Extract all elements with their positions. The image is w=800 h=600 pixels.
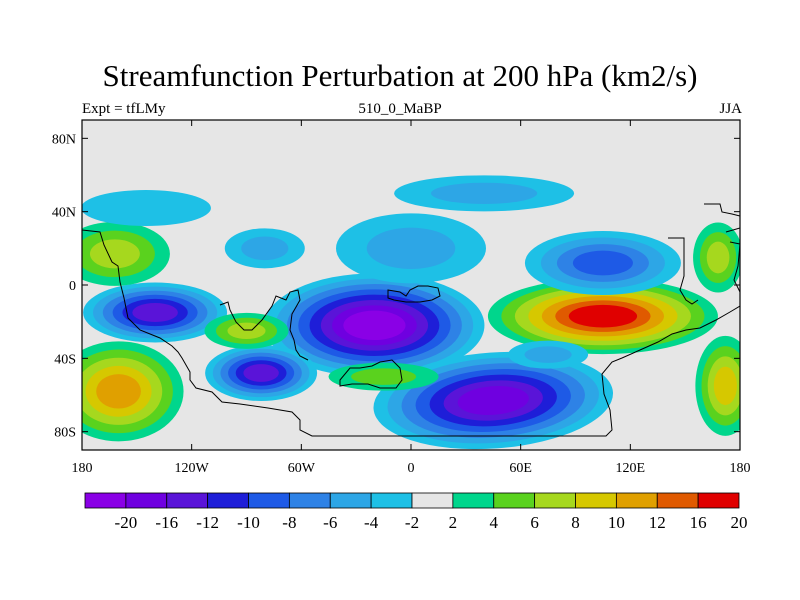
colorbar-swatch-10 bbox=[493, 492, 536, 509]
coastline-eurasia bbox=[387, 285, 441, 303]
colorbar-label-7: -2 bbox=[405, 513, 419, 532]
x-tick-label-2: 60W bbox=[288, 461, 316, 476]
colorbar-swatch-2 bbox=[166, 492, 209, 509]
y-tick-label-3: 40S bbox=[54, 352, 76, 367]
contour-positive-6-4 bbox=[96, 374, 141, 409]
contour-negative-8-1 bbox=[366, 227, 456, 269]
colorbar-label-15: 20 bbox=[731, 513, 748, 532]
colorbar-swatch-9 bbox=[452, 492, 495, 509]
contour-positive-13-1 bbox=[351, 368, 417, 385]
colorbar-swatch-14 bbox=[656, 492, 699, 509]
colorbar-label-13: 12 bbox=[649, 513, 666, 532]
contour-negative-5-5 bbox=[243, 364, 279, 382]
colorbar-swatch-4 bbox=[248, 492, 290, 509]
colorbar-label-4: -8 bbox=[282, 513, 296, 532]
colorbar-swatch-6 bbox=[329, 492, 372, 509]
x-tick-label-0: 180 bbox=[72, 461, 93, 476]
chart-title: Streamfunction Perturbation at 200 hPa (… bbox=[102, 58, 698, 93]
contour-positive-0-6 bbox=[568, 304, 638, 328]
x-tick-label-3: 0 bbox=[408, 461, 415, 476]
colorbar-swatch-1 bbox=[125, 492, 168, 509]
contour-negative-2-7 bbox=[343, 310, 406, 341]
contour-negative-9-1 bbox=[241, 236, 289, 261]
y-tick-label-2: 0 bbox=[69, 279, 76, 294]
colorbar-label-11: 8 bbox=[571, 513, 580, 532]
colorbar-label-12: 10 bbox=[608, 513, 625, 532]
colorbar-swatch-7 bbox=[370, 492, 413, 509]
x-axis: 180 120W 60W 0 60E 120E 180 bbox=[72, 120, 751, 476]
colorbar-swatch-0 bbox=[84, 492, 127, 509]
contour-positive-12-2 bbox=[227, 322, 266, 339]
colorbar-swatch-12 bbox=[575, 492, 617, 509]
coastline-pacific-islands bbox=[725, 227, 740, 293]
coastline-north bbox=[704, 203, 740, 217]
colorbar-label-1: -16 bbox=[155, 513, 178, 532]
colorbar-swatch-8 bbox=[411, 492, 454, 509]
contour-fields bbox=[82, 175, 740, 450]
x-tick-label-4: 60E bbox=[509, 461, 532, 476]
colorbar-label-5: -6 bbox=[323, 513, 337, 532]
coastline-west-pacific bbox=[82, 229, 740, 437]
colorbar-label-2: -12 bbox=[196, 513, 219, 532]
contour-negative-10-1 bbox=[431, 182, 538, 204]
y-tick-label-0: 80N bbox=[52, 132, 76, 147]
y-tick-label-4: 80S bbox=[54, 426, 76, 441]
colorbar-swatch-13 bbox=[615, 492, 658, 509]
colorbar: -20 -16 -12 -10 -8 -6 -4 -2 2 4 6 8 10 12 16 20 bbox=[84, 492, 748, 532]
contour-negative-1-3 bbox=[572, 250, 633, 276]
colorbar-label-14: 16 bbox=[690, 513, 707, 532]
colorbar-swatch-15 bbox=[697, 492, 740, 509]
x-tick-label-1: 120W bbox=[175, 461, 210, 476]
contour-negative-11-0 bbox=[82, 190, 211, 226]
coastline-africa bbox=[339, 359, 403, 389]
y-axis: 80N 40N 0 40S 80S bbox=[52, 132, 740, 441]
period-label: 510_0_MaBP bbox=[358, 101, 442, 117]
colorbar-label-9: 4 bbox=[490, 513, 499, 532]
colorbar-label-8: 2 bbox=[449, 513, 458, 532]
x-tick-label-5: 120E bbox=[616, 461, 646, 476]
colorbar-swatch-3 bbox=[207, 492, 249, 509]
x-tick-label-6: 180 bbox=[730, 461, 751, 476]
contour-positive-16-3 bbox=[713, 366, 737, 406]
contour-negative-3-6 bbox=[457, 386, 529, 415]
colorbar-label-0: -20 bbox=[115, 513, 138, 532]
coastline-east-asia bbox=[668, 237, 699, 305]
contour-positive-7-2 bbox=[89, 239, 140, 269]
colorbar-label-3: -10 bbox=[237, 513, 260, 532]
y-tick-label-1: 40N bbox=[52, 206, 76, 221]
season-label: JJA bbox=[719, 101, 742, 117]
coastlines bbox=[82, 203, 740, 437]
coastline-americas bbox=[219, 289, 309, 361]
contour-negative-14-1 bbox=[524, 346, 572, 363]
colorbar-swatch-5 bbox=[288, 492, 331, 509]
contour-positive-15-2 bbox=[706, 241, 730, 274]
experiment-label: Expt = tfLMy bbox=[82, 101, 166, 117]
colorbar-label-10: 6 bbox=[530, 513, 539, 532]
colorbar-swatch-11 bbox=[534, 492, 576, 509]
colorbar-label-6: -4 bbox=[364, 513, 379, 532]
contour-negative-4-5 bbox=[132, 303, 178, 322]
